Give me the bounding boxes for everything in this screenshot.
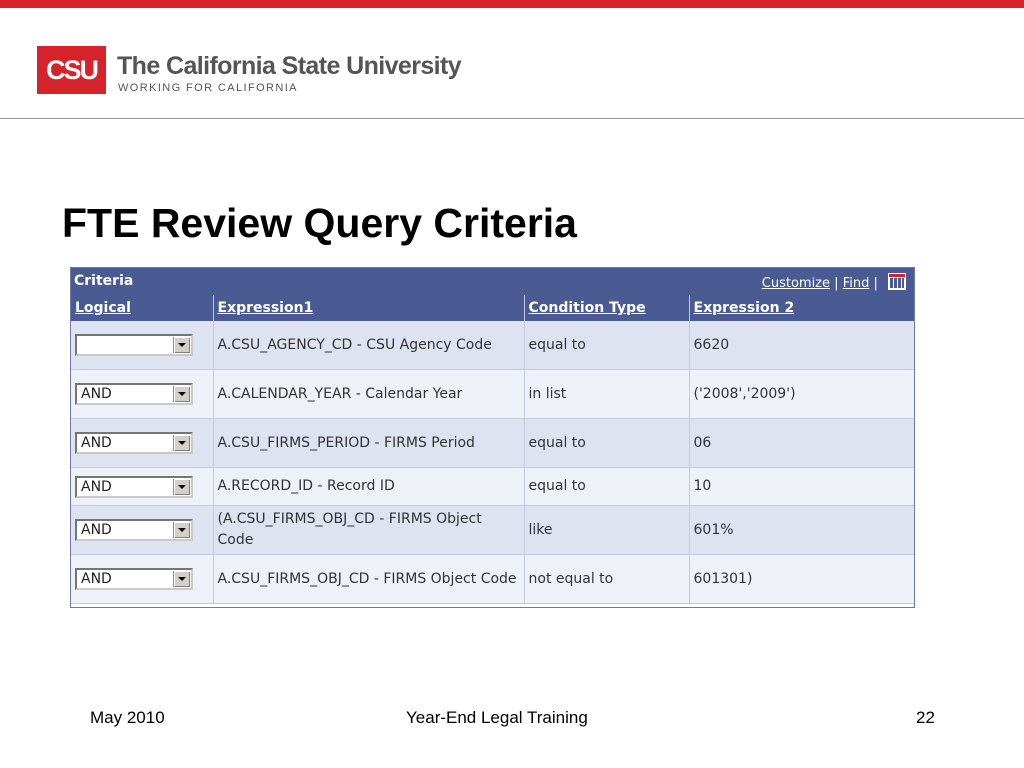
sort-link-expression2[interactable]: Expression 2 [693, 300, 795, 316]
logical-value: AND [81, 571, 112, 587]
criteria-table: Logical Expression1 Condition Type Expre… [71, 295, 914, 604]
logical-cell: AND [71, 554, 213, 604]
expression1-cell: (A.CSU_FIRMS_OBJ_CD - FIRMS Object Code [212, 505, 524, 555]
criteria-panel-title: Criteria [74, 273, 134, 289]
logical-select[interactable]: AND [75, 568, 193, 590]
find-link[interactable]: Find [842, 276, 870, 291]
logical-cell: AND [71, 505, 213, 555]
logical-select[interactable]: AND [75, 383, 193, 405]
column-header-logical[interactable]: Logical [71, 295, 213, 321]
logical-value: AND [81, 478, 112, 495]
header-divider [0, 118, 1024, 119]
criteria-panel-header: Criteria Customize | Find | [71, 268, 914, 295]
expression2-cell: 601% [688, 505, 914, 555]
logical-cell [71, 321, 213, 370]
dropdown-arrow-icon[interactable] [173, 522, 190, 538]
expression2-cell: 10 [688, 467, 914, 506]
expression2-cell: ('2008','2009') [688, 369, 914, 419]
sort-link-condition-type[interactable]: Condition Type [528, 300, 646, 316]
condition-cell: not equal to [523, 554, 689, 604]
grid-view-icon[interactable] [888, 273, 906, 290]
csu-logo-mark: CSU [37, 46, 106, 94]
logical-value: AND [81, 386, 112, 402]
dropdown-arrow-icon[interactable] [173, 571, 190, 587]
logical-cell: AND [71, 467, 213, 506]
logical-select[interactable] [75, 334, 193, 356]
link-separator: | [873, 276, 878, 291]
logical-value: AND [81, 435, 112, 451]
expression1-cell: A.CSU_AGENCY_CD - CSU Agency Code [212, 321, 524, 370]
criteria-panel: Criteria Customize | Find | Logical Expr… [70, 267, 915, 608]
logical-select[interactable]: AND [75, 432, 193, 454]
expression2-cell: 06 [688, 418, 914, 468]
top-accent-bar [0, 0, 1024, 8]
expression1-cell: A.RECORD_ID - Record ID [212, 467, 524, 506]
condition-cell: equal to [523, 467, 689, 506]
sort-link-expression1[interactable]: Expression1 [217, 300, 314, 316]
page-number: 22 [916, 708, 935, 727]
panel-links: Customize | Find | [762, 273, 906, 291]
condition-cell: equal to [523, 418, 689, 468]
table-row: AND A.CSU_FIRMS_OBJ_CD - FIRMS Object Co… [71, 554, 914, 604]
customize-link[interactable]: Customize [761, 276, 831, 291]
slide-title: FTE Review Query Criteria [62, 200, 577, 246]
table-header-row: Logical Expression1 Condition Type Expre… [71, 295, 914, 321]
dropdown-arrow-icon[interactable] [173, 386, 190, 402]
column-header-expression1[interactable]: Expression1 [212, 295, 524, 321]
expression2-cell: 601301) [688, 554, 914, 604]
condition-cell: like [523, 505, 689, 555]
condition-cell: equal to [523, 321, 689, 370]
expression1-cell: A.CALENDAR_YEAR - Calendar Year [212, 369, 524, 419]
university-tagline: WORKING FOR CALIFORNIA [118, 82, 298, 94]
table-row: AND (A.CSU_FIRMS_OBJ_CD - FIRMS Object C… [71, 505, 914, 555]
footer-title: Year-End Legal Training [406, 708, 588, 727]
link-separator: | [834, 276, 839, 291]
footer-date: May 2010 [90, 708, 165, 727]
logical-cell: AND [71, 369, 213, 419]
sort-link-logical[interactable]: Logical [75, 300, 131, 316]
dropdown-arrow-icon[interactable] [173, 478, 190, 495]
dropdown-arrow-icon[interactable] [173, 337, 190, 353]
expression1-cell: A.CSU_FIRMS_OBJ_CD - FIRMS Object Code [212, 554, 524, 604]
expression1-cell: A.CSU_FIRMS_PERIOD - FIRMS Period [212, 418, 524, 468]
condition-cell: in list [523, 369, 689, 419]
expression2-cell: 6620 [688, 321, 914, 370]
logical-value: AND [81, 522, 112, 538]
table-row: AND A.CALENDAR_YEAR - Calendar Year in l… [71, 369, 914, 419]
table-row: A.CSU_AGENCY_CD - CSU Agency Code equal … [71, 321, 914, 370]
university-name: The California State University [117, 52, 462, 80]
logical-cell: AND [71, 418, 213, 468]
table-row: AND A.CSU_FIRMS_PERIOD - FIRMS Period eq… [71, 418, 914, 468]
column-header-condition-type[interactable]: Condition Type [523, 295, 689, 321]
logical-select[interactable]: AND [75, 519, 193, 541]
dropdown-arrow-icon[interactable] [173, 435, 190, 451]
logical-select[interactable]: AND [75, 475, 193, 498]
table-row: AND A.RECORD_ID - Record ID equal to 10 [71, 467, 914, 506]
column-header-expression2[interactable]: Expression 2 [688, 295, 914, 321]
